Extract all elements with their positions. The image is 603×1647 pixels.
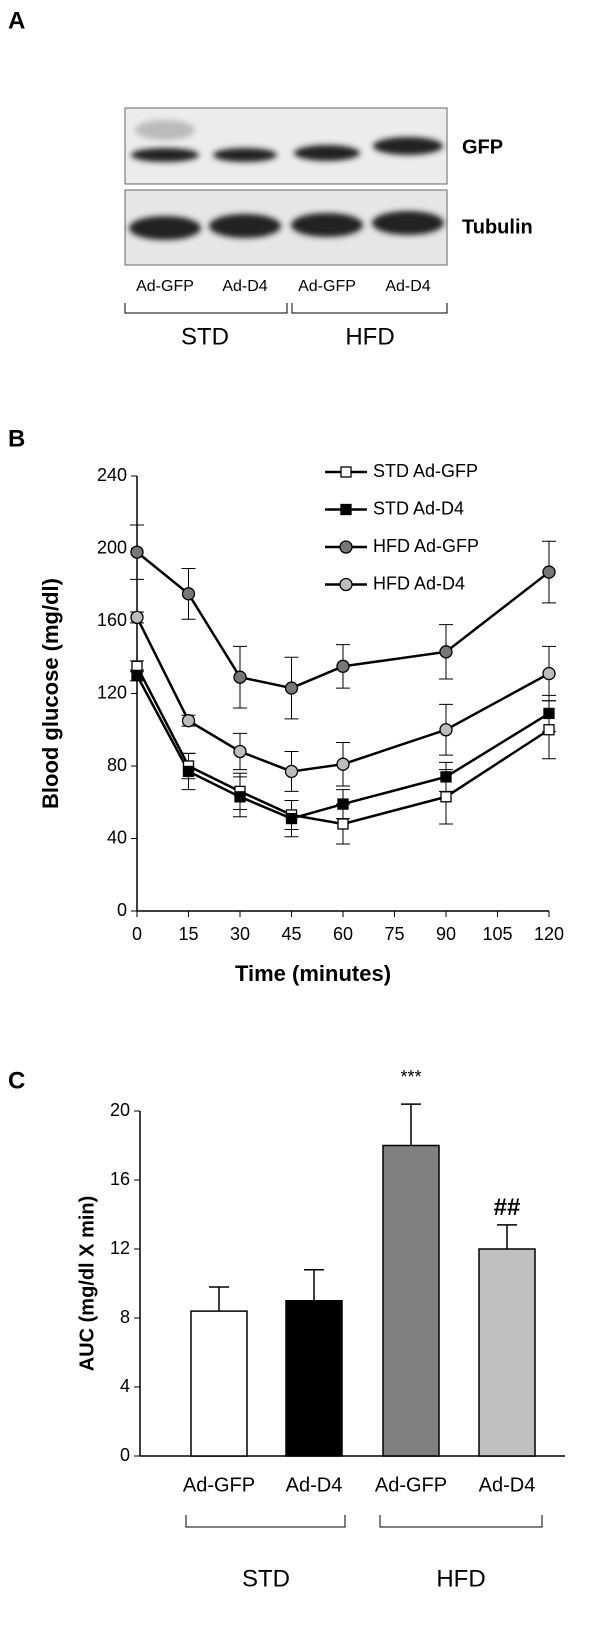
marker [440,771,452,783]
marker [337,798,349,810]
marker [130,545,144,559]
blot-bands [129,120,444,240]
x-axis-label: Time (minutes) [235,961,391,986]
y-tick-label: 16 [110,1169,130,1189]
legend-label: STD Ad-GFP [373,461,478,481]
x-tick-label: 75 [384,924,404,944]
x-tick-label: 45 [281,924,301,944]
y-tick-label: 0 [120,1445,130,1465]
panel-label: A [8,7,25,34]
x-tick-label: Ad-GFP [375,1474,447,1496]
group-label: HFD [345,323,394,350]
legend-label: STD Ad-D4 [373,498,464,518]
x-tick-label: 15 [178,924,198,944]
blot-row-label: Tubulin [462,216,533,238]
annotation: *** [400,1067,421,1087]
y-tick-label: 4 [120,1376,130,1396]
x-tick-label: 60 [333,924,353,944]
lane-label: Ad-D4 [222,278,267,295]
x-tick-label: Ad-GFP [183,1474,255,1496]
bar [285,1300,343,1457]
marker [285,812,298,825]
legend-label: HFD Ad-D4 [373,573,465,593]
x-tick-label: Ad-D4 [479,1474,536,1496]
bar [478,1248,536,1457]
y-tick-label: 80 [107,755,127,775]
bar [190,1310,248,1457]
marker [181,587,196,601]
legend-label: HFD Ad-GFP [373,536,479,556]
y-tick-label: 200 [97,537,127,557]
marker [337,818,349,830]
marker [439,723,453,737]
panel-label: C [8,1067,25,1094]
legend-marker [339,577,353,592]
x-tick-label: Ad-D4 [286,1474,343,1496]
group-label: HFD [436,1565,485,1592]
error-bar [497,1224,517,1249]
marker [182,765,195,778]
panel-label: B [8,425,25,452]
x-tick-label: 90 [436,924,456,944]
x-tick-label: 105 [482,924,512,944]
y-axis-label: Blood glucose (mg/dl) [38,578,63,809]
x-tick-label: 30 [230,924,250,944]
marker [130,610,144,625]
lane-label: Ad-GFP [298,278,356,295]
annotation: ## [494,1194,521,1221]
x-tick-label: 0 [132,924,142,944]
y-tick-label: 120 [97,682,127,702]
group-bracket [185,1515,543,1528]
y-tick-label: 12 [110,1238,130,1258]
error-bar [209,1286,229,1312]
marker [234,791,246,803]
group-bracket [124,303,448,314]
marker [543,724,555,736]
marker [336,757,350,771]
marker [233,744,247,759]
error-bar [304,1268,324,1301]
group-label: STD [181,323,229,350]
marker [131,669,143,682]
blot-row-label: GFP [462,136,503,158]
marker [284,681,299,695]
legend-marker [340,503,352,516]
y-tick-label: 0 [117,900,127,920]
bar [382,1144,440,1457]
marker [181,714,196,728]
y-axis-label: AUC (mg/dl X min) [76,1196,98,1372]
marker [284,764,299,779]
lane-label: Ad-GFP [136,278,194,295]
y-tick-label: 240 [97,465,127,485]
lane-label: Ad-D4 [385,278,430,295]
marker [233,670,247,684]
legend-marker [339,540,353,554]
marker [440,791,452,803]
legend-marker [340,466,352,478]
y-tick-label: 40 [107,827,127,847]
y-tick-label: 20 [110,1100,130,1120]
error-bar [401,1103,421,1146]
y-tick-label: 8 [120,1307,130,1327]
marker [542,666,556,681]
marker [336,659,350,673]
marker [439,645,453,659]
x-tick-label: 120 [534,924,564,944]
group-label: STD [242,1565,290,1592]
y-tick-label: 160 [97,610,127,630]
marker [543,707,555,720]
marker [542,565,556,579]
